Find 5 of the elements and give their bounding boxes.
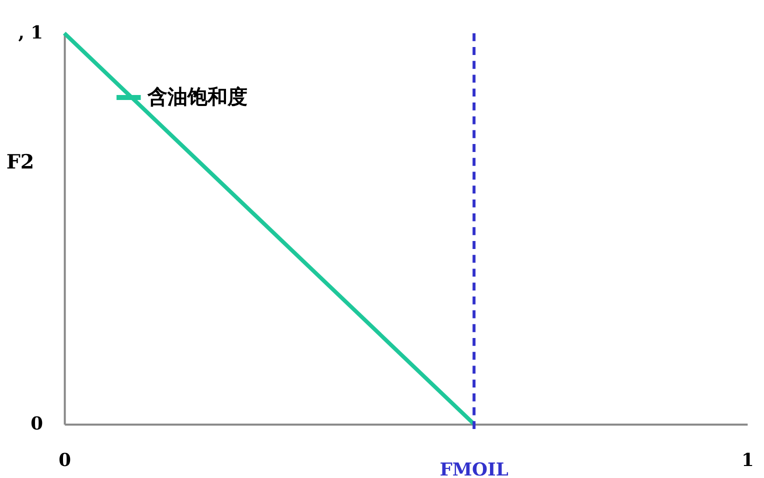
- y-axis-title: F2: [6, 149, 34, 174]
- y-tick-label: , 1: [18, 22, 44, 44]
- ref-line-label: FMOIL: [440, 460, 509, 478]
- legend-label: 含油饱和度: [146, 84, 248, 108]
- x-tick-label: 1: [741, 450, 754, 472]
